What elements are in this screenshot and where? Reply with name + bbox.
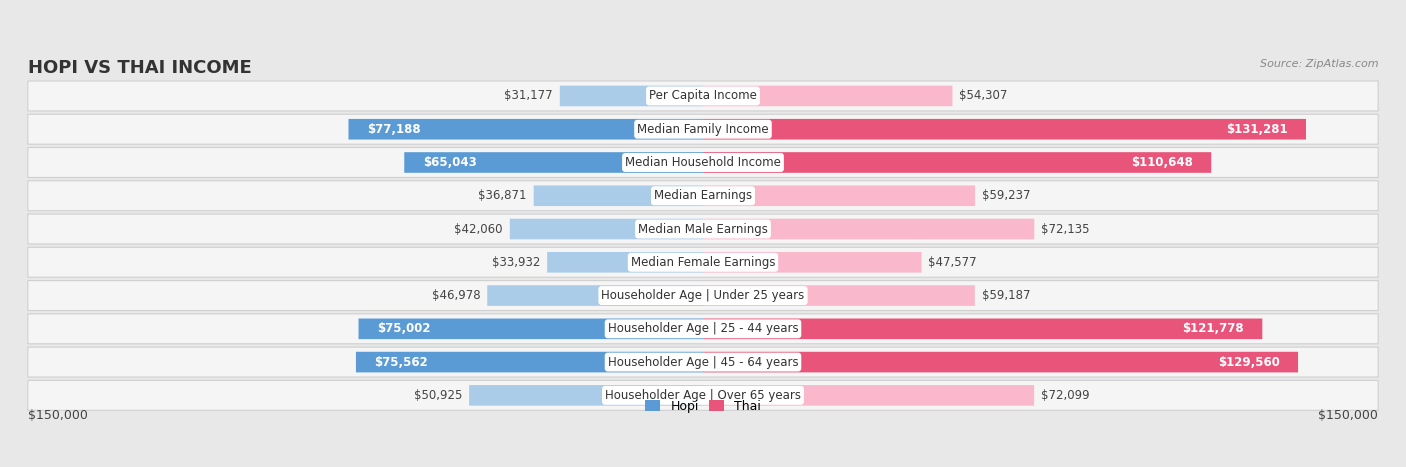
Text: $59,187: $59,187 [981,289,1031,302]
Text: $50,925: $50,925 [413,389,463,402]
Text: $129,560: $129,560 [1218,355,1279,368]
Text: Householder Age | Under 25 years: Householder Age | Under 25 years [602,289,804,302]
Text: $31,177: $31,177 [505,90,553,102]
FancyBboxPatch shape [703,252,921,273]
Text: $36,871: $36,871 [478,189,527,202]
FancyBboxPatch shape [28,81,1378,111]
Text: Source: ZipAtlas.com: Source: ZipAtlas.com [1260,59,1378,70]
Text: $150,000: $150,000 [28,410,87,423]
FancyBboxPatch shape [703,119,1306,140]
FancyBboxPatch shape [703,385,1035,406]
Text: Householder Age | 45 - 64 years: Householder Age | 45 - 64 years [607,355,799,368]
Text: $46,978: $46,978 [432,289,481,302]
FancyBboxPatch shape [28,148,1378,177]
FancyBboxPatch shape [703,185,976,206]
FancyBboxPatch shape [703,285,974,306]
Text: $65,043: $65,043 [423,156,477,169]
Text: Median Earnings: Median Earnings [654,189,752,202]
FancyBboxPatch shape [547,252,703,273]
Text: $131,281: $131,281 [1226,123,1288,136]
FancyBboxPatch shape [703,152,1211,173]
Text: $77,188: $77,188 [367,123,420,136]
Text: Median Male Earnings: Median Male Earnings [638,222,768,235]
FancyBboxPatch shape [703,318,1263,339]
Text: Householder Age | Over 65 years: Householder Age | Over 65 years [605,389,801,402]
FancyBboxPatch shape [560,85,703,106]
FancyBboxPatch shape [349,119,703,140]
FancyBboxPatch shape [703,219,1035,239]
FancyBboxPatch shape [510,219,703,239]
Text: Median Female Earnings: Median Female Earnings [631,256,775,269]
FancyBboxPatch shape [28,281,1378,311]
FancyBboxPatch shape [28,314,1378,344]
Text: HOPI VS THAI INCOME: HOPI VS THAI INCOME [28,59,252,78]
FancyBboxPatch shape [359,318,703,339]
Text: $42,060: $42,060 [454,222,503,235]
FancyBboxPatch shape [488,285,703,306]
FancyBboxPatch shape [703,352,1298,372]
FancyBboxPatch shape [28,248,1378,277]
FancyBboxPatch shape [703,85,952,106]
FancyBboxPatch shape [470,385,703,406]
Text: $150,000: $150,000 [1319,410,1378,423]
Text: Householder Age | 25 - 44 years: Householder Age | 25 - 44 years [607,322,799,335]
Text: Median Household Income: Median Household Income [626,156,780,169]
Text: $75,562: $75,562 [374,355,427,368]
FancyBboxPatch shape [28,347,1378,377]
Text: Median Family Income: Median Family Income [637,123,769,136]
Text: $72,135: $72,135 [1042,222,1090,235]
FancyBboxPatch shape [28,114,1378,144]
Text: $75,002: $75,002 [377,322,430,335]
Text: $54,307: $54,307 [959,90,1008,102]
Text: $121,778: $121,778 [1182,322,1244,335]
FancyBboxPatch shape [28,214,1378,244]
FancyBboxPatch shape [28,381,1378,410]
FancyBboxPatch shape [356,352,703,372]
Text: Per Capita Income: Per Capita Income [650,90,756,102]
Text: $59,237: $59,237 [981,189,1031,202]
Text: $33,932: $33,932 [492,256,540,269]
FancyBboxPatch shape [534,185,703,206]
Text: $72,099: $72,099 [1040,389,1090,402]
Legend: Hopi, Thai: Hopi, Thai [640,395,766,417]
FancyBboxPatch shape [405,152,703,173]
FancyBboxPatch shape [28,181,1378,211]
Text: $47,577: $47,577 [928,256,977,269]
Text: $110,648: $110,648 [1130,156,1192,169]
